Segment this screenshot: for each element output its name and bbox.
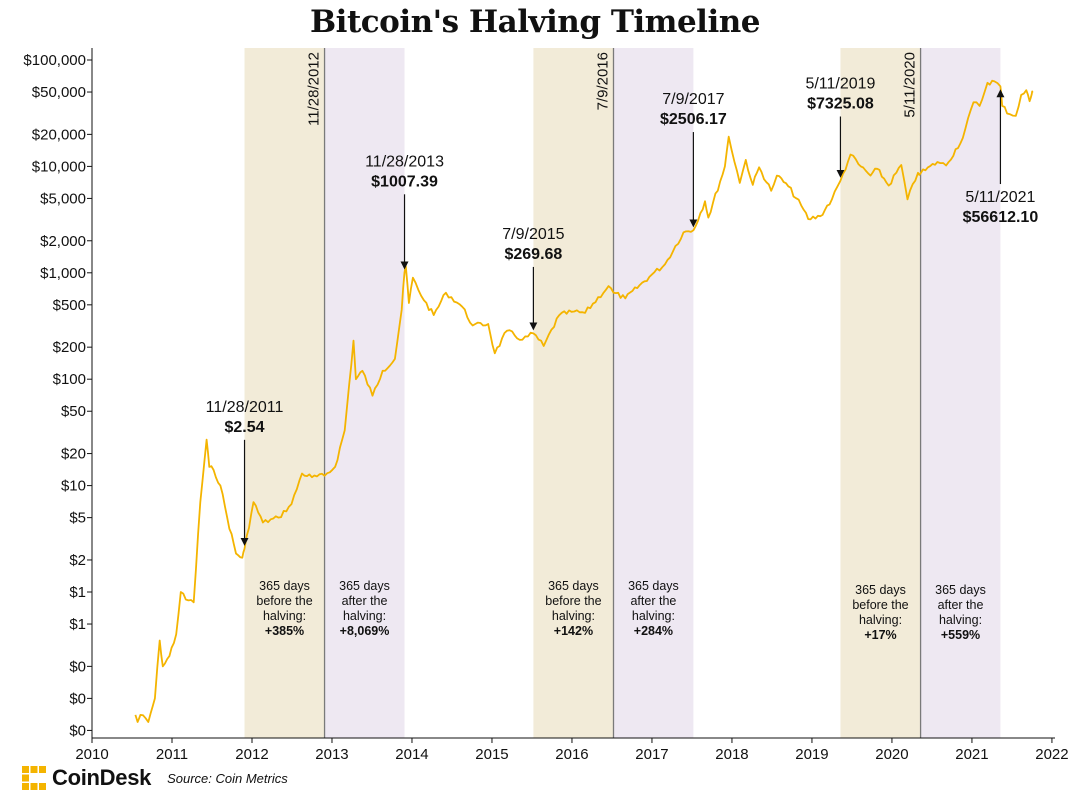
- x-tick-label: 2017: [635, 746, 668, 760]
- band-percent: +385%: [265, 624, 304, 638]
- x-tick-label: 2014: [395, 746, 428, 760]
- x-tick-label: 2022: [1035, 746, 1068, 760]
- halving-date-label: 5/11/2020: [902, 52, 919, 118]
- annotation-date: 7/9/2017: [662, 91, 724, 108]
- y-tick-label: $1,000: [40, 265, 86, 282]
- band-percent: +8,069%: [340, 624, 390, 638]
- y-tick-label: $100: [53, 371, 86, 388]
- annotation-price: $2.54: [225, 419, 265, 436]
- annotation-date: 5/11/2021: [965, 189, 1035, 206]
- x-tick-label: 2012: [235, 746, 268, 760]
- band-text-line: 365 days: [855, 583, 906, 597]
- band-text-line: halving:: [859, 613, 902, 627]
- annotation-price: $1007.39: [371, 173, 438, 190]
- x-tick-label: 2015: [475, 746, 508, 760]
- annotation-price: $2506.17: [660, 111, 727, 128]
- band-text-line: 365 days: [548, 579, 599, 593]
- annotation-date: 11/28/2011: [206, 399, 284, 416]
- band-text-line: before the: [852, 598, 908, 612]
- y-tick-label: $2: [69, 552, 86, 569]
- y-tick-label: $1: [69, 616, 86, 633]
- y-tick-label: $10,000: [32, 158, 86, 175]
- x-tick-label: 2019: [795, 746, 828, 760]
- band-after-3: [613, 48, 694, 738]
- coindesk-logo-icon: [22, 766, 46, 790]
- band-text-line: after the: [630, 594, 676, 608]
- chart-title: Bitcoin's Halving Timeline: [309, 4, 761, 40]
- annotation-price: $7325.08: [807, 96, 874, 113]
- y-tick-label: $2,000: [40, 233, 86, 250]
- y-tick-label: $20,000: [32, 126, 86, 143]
- band-text-line: halving:: [263, 609, 306, 623]
- y-tick-label: $200: [53, 339, 86, 356]
- y-tick-label: $0: [69, 722, 86, 739]
- footer: CoinDesk Source: Coin Metrics: [22, 763, 288, 793]
- band-percent: +17%: [864, 628, 896, 642]
- band-text-line: 365 days: [339, 579, 390, 593]
- axes: $100,000 $50,000 $20,000 $10,000 $5,000 $2,00…: [23, 48, 1069, 760]
- annotations: 11/28/2011 $2.54 11/28/2013 $1007.39 7/9/201…: [206, 76, 1039, 546]
- band-text-line: 365 days: [628, 579, 679, 593]
- band-before-2: [533, 48, 614, 738]
- halving-lines: 11/28/2012 7/9/2016 5/11/2020: [306, 48, 922, 738]
- band-percent: +284%: [634, 624, 673, 638]
- y-tick-label: $500: [53, 297, 86, 314]
- price-series: [134, 79, 1034, 723]
- x-tick-label: 2018: [715, 746, 748, 760]
- y-tick-label: $0: [69, 690, 86, 707]
- x-tick-label: 2013: [315, 746, 348, 760]
- source-note: Source: Coin Metrics: [167, 770, 288, 786]
- x-tick-label: 2011: [156, 746, 188, 760]
- annotation-price: $56612.10: [963, 209, 1039, 226]
- y-tick-label: $5,000: [40, 190, 86, 207]
- x-tick-label: 2021: [955, 746, 988, 760]
- band-text-line: halving:: [343, 609, 386, 623]
- band-after-5: [920, 48, 1001, 738]
- x-tick-label: 2020: [875, 746, 908, 760]
- band-before-0: [244, 48, 325, 738]
- coindesk-logo-text[interactable]: CoinDesk: [52, 765, 152, 790]
- band-text-line: before the: [256, 594, 312, 608]
- annotation-price: $269.68: [504, 246, 562, 263]
- band-text-line: after the: [342, 594, 388, 608]
- annotation-date: 5/11/2019: [805, 76, 875, 93]
- y-tick-label: $1: [69, 584, 86, 601]
- y-tick-label: $10: [61, 478, 86, 495]
- band-text-line: before the: [545, 594, 601, 608]
- y-tick-label: $50: [61, 403, 86, 420]
- halving-date-label: 7/9/2016: [594, 52, 611, 110]
- band-after-1: [324, 48, 405, 738]
- annotation-date: 7/9/2015: [502, 226, 564, 243]
- band-percent: +559%: [941, 628, 980, 642]
- halving-date-label: 11/28/2012: [306, 52, 323, 126]
- price-line: [134, 79, 1034, 723]
- band-text-line: halving:: [552, 609, 595, 623]
- x-tick-label: 2016: [555, 746, 588, 760]
- x-tick-label: 2010: [75, 746, 108, 760]
- band-text-line: halving:: [632, 609, 675, 623]
- y-tick-label: $50,000: [32, 84, 86, 101]
- y-tick-label: $0: [69, 658, 86, 675]
- band-before-4: [840, 48, 921, 738]
- y-tick-label: $5: [69, 510, 86, 527]
- annotation-date: 11/28/2013: [365, 153, 444, 170]
- band-text-line: after the: [938, 598, 984, 612]
- band-text-line: halving:: [939, 613, 982, 627]
- y-tick-label: $100,000: [23, 52, 86, 69]
- y-tick-label: $20: [61, 446, 86, 463]
- band-percent: +142%: [554, 624, 593, 638]
- band-text-line: 365 days: [935, 583, 986, 597]
- band-text-line: 365 days: [259, 579, 310, 593]
